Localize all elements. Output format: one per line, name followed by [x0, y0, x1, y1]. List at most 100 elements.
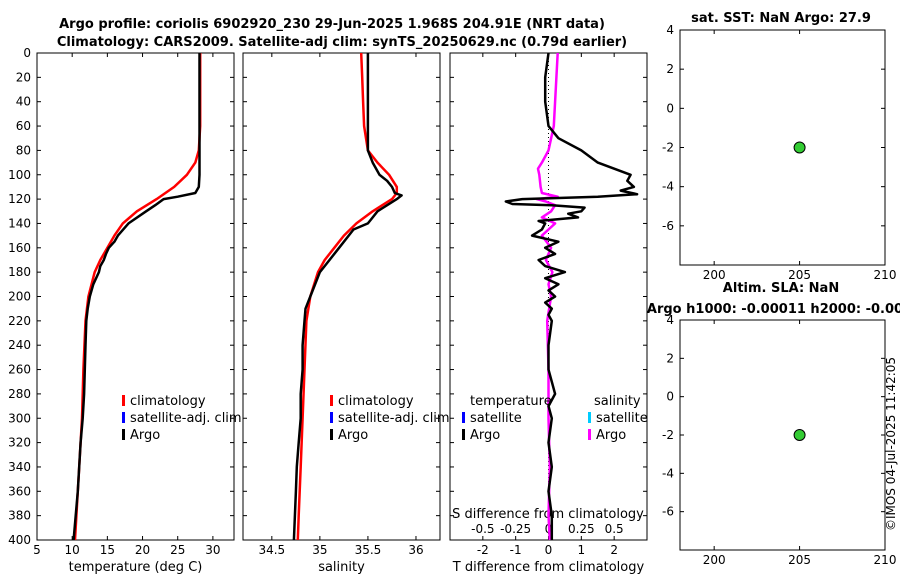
sla-panel-ytick-label: -6 [662, 505, 674, 519]
temperature-ytick-label: 380 [8, 509, 31, 523]
salinity-legend-entry: Argo [338, 428, 368, 443]
difference-xlabel: T difference from climatology [452, 560, 645, 575]
sla-panel-subtitle: Argo h1000: -0.00011 h2000: -0.00 [647, 302, 900, 317]
temperature-ytick-label: 400 [8, 533, 31, 547]
temperature-ytick-label: 240 [8, 338, 31, 352]
temperature-ytick-label: 180 [8, 265, 31, 279]
difference-legend-header: temperature [470, 394, 552, 409]
plots-layer: 0204060801001201401601802002202402602803… [8, 23, 896, 575]
difference-xtick-label: -1 [510, 543, 522, 557]
sla-panel-ytick-label: 2 [666, 351, 674, 365]
sla-panel-ytick-label: -4 [662, 466, 674, 480]
sla-panel-xtick-label: 210 [874, 553, 897, 567]
sla-panel-title: Altim. SLA: NaN [723, 281, 839, 296]
difference-top-tick-label: -0.5 [471, 522, 494, 536]
temperature-ytick-label: 0 [23, 46, 31, 60]
temperature-ytick-label: 100 [8, 168, 31, 182]
temperature-ytick-label: 220 [8, 314, 31, 328]
salinity-climatology-line [296, 52, 399, 541]
difference-xtick-label: 1 [578, 543, 586, 557]
temperature-difference-line [504, 52, 639, 540]
sst-panel-ytick-label: -2 [662, 141, 674, 155]
temperature-legend-swatch [122, 429, 125, 440]
figure-title-line2: Climatology: CARS2009. Satellite-adj cli… [57, 35, 627, 50]
salinity-xtick-label: 34.5 [258, 543, 285, 557]
salinity-xtick-label: 35 [312, 543, 327, 557]
temperature-legend-entry: climatology [130, 394, 206, 409]
difference-xtick-label: 2 [610, 543, 618, 557]
sst-panel-data-point [793, 141, 806, 154]
difference-legend-header: salinity [594, 394, 641, 409]
sst-panel-ytick-label: -4 [662, 180, 674, 194]
salinity-axes-frame [242, 52, 441, 541]
temperature-ytick-label: 260 [8, 363, 31, 377]
sst-panel-title: sat. SST: NaN Argo: 27.9 [691, 11, 871, 26]
temperature-ytick-label: 20 [16, 70, 31, 84]
figure-title-line1: Argo profile: coriolis 6902920_230 29-Ju… [59, 17, 605, 32]
temperature-ytick-label: 300 [8, 411, 31, 425]
temperature-xtick-label: 15 [100, 543, 115, 557]
temperature-diff-legend-entry: satellite [470, 411, 522, 426]
temperature-axes-frame [36, 52, 235, 541]
temperature-diff-legend-swatch [462, 412, 465, 423]
temperature-legend-swatch [122, 395, 125, 406]
sla-panel-ytick-label: 0 [666, 390, 674, 404]
temperature-ytick-label: 80 [16, 143, 31, 157]
sst-panel-xtick-label: 200 [703, 268, 726, 282]
temperature-argo-line [72, 53, 201, 541]
temperature-climatology-line [73, 53, 202, 541]
temperature-xtick-label: 5 [33, 543, 41, 557]
salinity-legend-entry: climatology [338, 394, 414, 409]
temperature-ytick-label: 60 [16, 119, 31, 133]
salinity-legend-swatch [330, 412, 333, 423]
sla-panel-xtick-label: 205 [788, 553, 811, 567]
sla-panel-axes-frame [679, 319, 886, 551]
sla-panel-ytick-label: 4 [666, 313, 674, 327]
sst-panel-ytick-label: 0 [666, 101, 674, 115]
temperature-xlabel: temperature (deg C) [69, 560, 203, 575]
sst-panel-ytick-label: 2 [666, 62, 674, 76]
salinity-diff-legend-swatch [588, 429, 591, 440]
salinity-xlabel: salinity [318, 560, 365, 575]
difference-top-tick-label: 0.5 [605, 522, 624, 536]
salinity-diff-legend-entry: satellite [596, 411, 648, 426]
temperature-legend-swatch [122, 412, 125, 423]
sst-panel-xtick-label: 210 [874, 268, 897, 282]
difference-xtick-label: 0 [545, 543, 553, 557]
temperature-xtick-label: 30 [205, 543, 220, 557]
salinity-xtick-label: 36 [408, 543, 423, 557]
salinity-xtick-label: 35.5 [355, 543, 382, 557]
temperature-ytick-label: 200 [8, 290, 31, 304]
salinity-legend-swatch [330, 395, 333, 406]
footer-timestamp: ©IMOS 04-Jul-2025 11:42:05 [884, 357, 898, 531]
sla-panel-data-point [793, 429, 806, 441]
temperature-legend-entry: satellite-adj. clim [130, 411, 242, 426]
temperature-ytick-label: 140 [8, 216, 31, 230]
temperature-ytick-label: 320 [8, 436, 31, 450]
difference-xtick-label: -2 [477, 543, 489, 557]
temperature-xtick-label: 20 [135, 543, 150, 557]
salinity-legend-entry: satellite-adj. clim [338, 411, 450, 426]
sst-panel-xtick-label: 205 [788, 268, 811, 282]
temperature-xtick-label: 25 [170, 543, 185, 557]
temperature-ytick-label: 280 [8, 387, 31, 401]
difference-top-tick-label: -0.25 [500, 522, 531, 536]
sst-panel-ytick-label: -6 [662, 219, 674, 233]
temperature-ytick-label: 120 [8, 192, 31, 206]
salinity-diff-legend-swatch [588, 412, 591, 423]
sla-panel-xtick-label: 200 [703, 553, 726, 567]
salinity-difference-line [535, 52, 559, 541]
salinity-diff-legend-entry: Argo [596, 428, 626, 443]
temperature-ytick-label: 340 [8, 460, 31, 474]
sst-panel-ytick-label: 4 [666, 23, 674, 37]
temperature-legend-entry: Argo [130, 428, 160, 443]
temperature-diff-legend-entry: Argo [470, 428, 500, 443]
temperature-ytick-label: 160 [8, 241, 31, 255]
temperature-ytick-label: 360 [8, 484, 31, 498]
temperature-diff-legend-swatch [462, 429, 465, 440]
temperature-ytick-label: 40 [16, 95, 31, 109]
difference-top-tick-label: 0.25 [568, 522, 595, 536]
salinity-argo-line [292, 53, 403, 541]
salinity-legend-swatch [330, 429, 333, 440]
